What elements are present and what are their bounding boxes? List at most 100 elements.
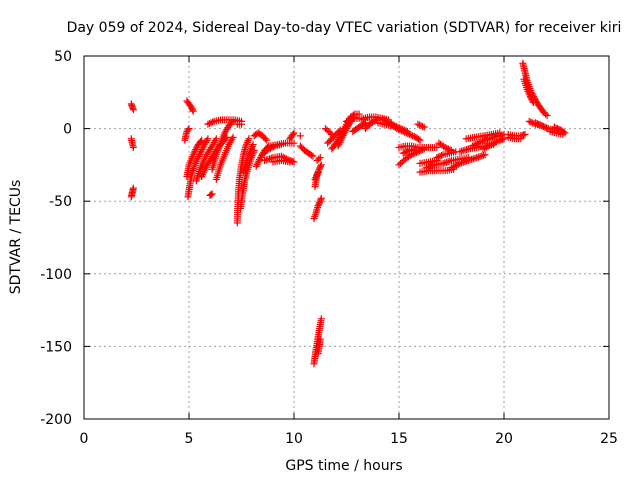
chart-title: Day 059 of 2024, Sidereal Day-to-day VTE…	[67, 20, 622, 36]
data-point	[415, 135, 423, 143]
x-tick-label: 10	[285, 431, 303, 447]
data-point	[317, 194, 325, 202]
data-point	[517, 135, 525, 143]
data-point	[434, 153, 442, 161]
data-point	[208, 190, 216, 198]
data-point	[401, 128, 409, 136]
data-point	[416, 136, 424, 144]
data-point	[404, 130, 412, 138]
data-point	[417, 146, 425, 154]
data-points	[127, 59, 569, 368]
y-tick-label: 0	[63, 122, 72, 138]
x-tick-label: 25	[600, 431, 618, 447]
data-point	[535, 120, 543, 128]
data-point	[263, 136, 271, 144]
data-point	[410, 133, 418, 141]
data-point	[189, 107, 197, 115]
data-point	[309, 152, 317, 160]
data-point	[316, 154, 324, 162]
y-tick-label: -200	[40, 412, 72, 428]
data-point	[205, 120, 213, 128]
data-point	[411, 149, 419, 157]
x-axis-label: GPS time / hours	[285, 458, 402, 474]
y-tick-label: 50	[54, 49, 72, 65]
data-point	[343, 117, 350, 125]
data-point	[529, 98, 537, 106]
axis-ticks: 0 5 10 15 20 25 -200 -150 -100 -50 0 50	[40, 49, 618, 447]
data-point	[496, 129, 504, 137]
data-point	[539, 122, 547, 130]
data-point	[448, 146, 455, 154]
data-point	[543, 112, 551, 120]
data-point	[350, 111, 357, 119]
data-point	[399, 128, 407, 136]
x-tick-label: 5	[185, 431, 194, 447]
data-point	[396, 126, 404, 134]
data-point	[184, 126, 192, 134]
data-point	[317, 162, 325, 170]
x-tick-label: 15	[390, 431, 408, 447]
data-point	[229, 133, 237, 141]
data-point	[529, 97, 537, 105]
data-point	[402, 148, 410, 156]
data-point	[387, 122, 395, 130]
data-point	[185, 125, 193, 133]
data-point	[404, 147, 412, 155]
data-point	[317, 315, 325, 323]
data-point	[197, 138, 205, 146]
data-point	[521, 130, 529, 138]
data-point	[315, 155, 323, 163]
x-tick-label: 20	[495, 431, 513, 447]
data-point	[207, 119, 215, 127]
data-point	[326, 129, 334, 137]
data-point	[296, 132, 304, 140]
data-point	[198, 136, 206, 144]
data-point	[419, 146, 427, 154]
data-point	[536, 121, 544, 129]
y-tick-label: -50	[49, 194, 72, 210]
data-point	[415, 121, 423, 129]
data-point	[402, 129, 410, 137]
data-point	[406, 130, 413, 138]
data-point	[344, 117, 352, 125]
data-point	[538, 122, 546, 130]
y-tick-label: -150	[40, 339, 72, 355]
y-axis-label: SDTVAR / TECUs	[8, 180, 24, 295]
data-point	[317, 161, 325, 169]
data-point	[316, 335, 324, 343]
data-point	[417, 122, 425, 130]
data-point	[420, 123, 428, 131]
data-point	[436, 152, 444, 160]
data-point	[533, 120, 541, 128]
data-point	[238, 120, 245, 128]
data-point	[554, 125, 562, 133]
data-point	[394, 125, 402, 133]
data-point	[204, 135, 212, 143]
data-point	[412, 145, 420, 153]
data-point	[249, 141, 257, 149]
data-point	[398, 127, 406, 135]
data-point	[420, 145, 428, 153]
data-point	[414, 120, 422, 128]
data-point	[407, 131, 415, 139]
data-point	[189, 106, 196, 114]
data-point	[129, 106, 137, 114]
data-point	[286, 158, 294, 166]
data-point	[446, 146, 454, 154]
data-point	[347, 115, 355, 123]
data-point	[441, 143, 449, 151]
data-point	[454, 160, 462, 168]
data-point	[532, 119, 539, 127]
data-point	[209, 118, 217, 126]
y-tick-label: -100	[40, 267, 72, 283]
data-point	[543, 124, 551, 132]
data-point	[444, 145, 452, 153]
data-point	[525, 117, 533, 125]
x-tick-label: 0	[80, 431, 89, 447]
plot-frame	[83, 55, 610, 420]
data-point	[415, 147, 423, 155]
data-point	[212, 135, 220, 143]
data-point	[346, 116, 354, 124]
data-point	[393, 125, 401, 133]
